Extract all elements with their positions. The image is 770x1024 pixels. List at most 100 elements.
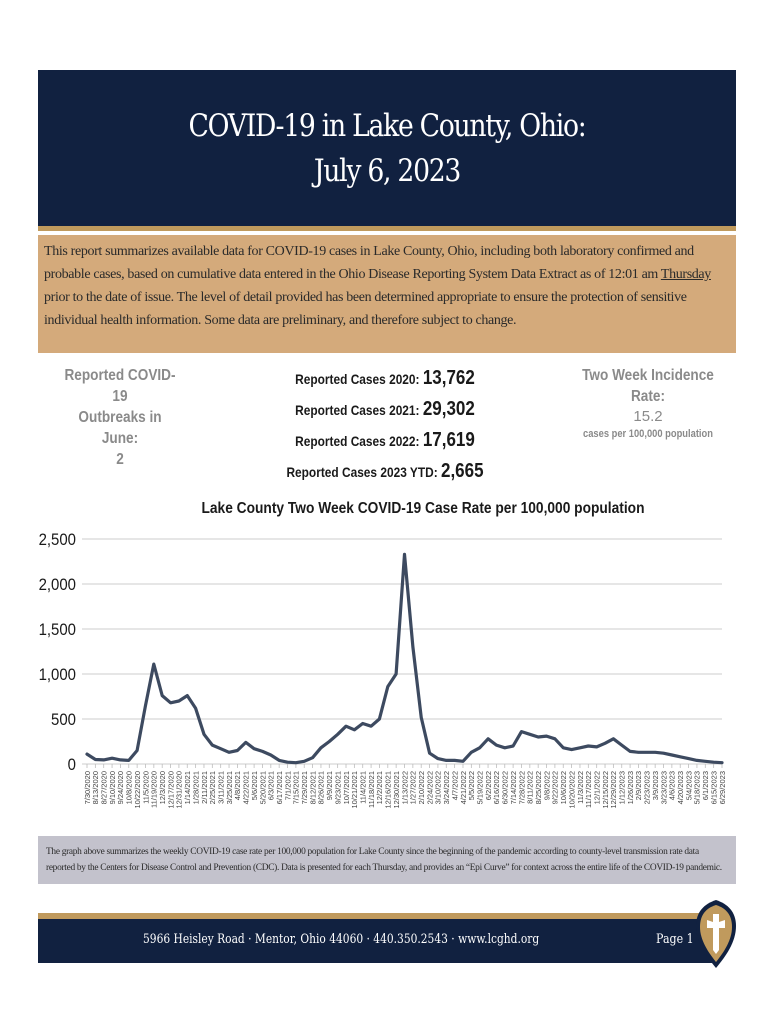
data-point bbox=[562, 746, 565, 749]
x-tick-label: 9/22/2022 bbox=[551, 771, 560, 804]
cases-label: Reported Cases 2020: bbox=[295, 371, 423, 387]
x-tick-label: 3/24/2022 bbox=[442, 771, 451, 804]
outbreaks-label: Reported COVID-19 bbox=[64, 367, 176, 405]
data-point bbox=[679, 755, 682, 758]
x-tick-label: 8/27/2020 bbox=[100, 771, 109, 804]
x-tick-label: 6/17/2021 bbox=[275, 771, 284, 804]
cases-label: Reported Cases 2021: bbox=[295, 402, 423, 418]
x-tick-label: 2/24/2022 bbox=[425, 771, 434, 804]
cases-value: 17,619 bbox=[422, 429, 475, 451]
data-point bbox=[386, 685, 389, 688]
x-tick-label: 1/27/2022 bbox=[409, 771, 418, 804]
x-tick-label: 8/11/2022 bbox=[526, 771, 535, 804]
x-tick-label: 1/12/2023 bbox=[618, 771, 627, 804]
x-tick-label: 1/26/2023 bbox=[626, 771, 635, 804]
data-point bbox=[545, 734, 548, 738]
x-tick-label: 12/16/2021 bbox=[384, 771, 393, 809]
x-tick-label: 9/24/2020 bbox=[116, 771, 125, 804]
data-point bbox=[160, 694, 164, 697]
x-tick-label: 10/21/2021 bbox=[350, 771, 359, 809]
incidence-value: 15.2 bbox=[633, 408, 663, 425]
x-tick-label: 9/23/2021 bbox=[333, 771, 342, 804]
footer-address: 5966 Heisley Road · Mentor, Ohio 44060 ·… bbox=[143, 932, 540, 947]
x-tick-label: 6/2/2022 bbox=[484, 771, 493, 800]
data-point bbox=[536, 735, 540, 739]
data-point bbox=[645, 751, 649, 754]
data-point bbox=[303, 760, 306, 763]
data-point bbox=[478, 746, 481, 749]
x-tick-label: 10/20/2022 bbox=[567, 771, 576, 809]
x-tick-label: 5/4/2023 bbox=[684, 771, 693, 800]
data-point bbox=[712, 761, 715, 764]
x-tick-label: 11/5/2020 bbox=[141, 771, 150, 804]
data-point bbox=[169, 701, 172, 704]
page-number: Page 1 bbox=[656, 932, 694, 947]
x-tick-label: 2/9/2023 bbox=[634, 771, 643, 800]
cases-value: 29,302 bbox=[422, 398, 475, 420]
data-point bbox=[211, 743, 214, 747]
data-point bbox=[311, 756, 314, 759]
data-point bbox=[219, 747, 222, 750]
x-tick-label: 3/23/2023 bbox=[659, 771, 668, 804]
incidence-unit: cases per 100,000 population bbox=[583, 428, 713, 440]
x-tick-label: 5/6/2021 bbox=[250, 771, 259, 800]
x-tick-label: 8/12/2021 bbox=[308, 771, 317, 804]
x-tick-label: 6/3/2021 bbox=[267, 771, 276, 800]
x-tick-label: 4/22/2021 bbox=[242, 771, 251, 804]
report-header: COVID-19 in Lake County, Ohio: July 6, 2… bbox=[38, 70, 736, 226]
data-point bbox=[420, 716, 423, 719]
data-point bbox=[670, 753, 674, 757]
data-point bbox=[394, 672, 398, 676]
x-tick-label: 10/7/2021 bbox=[342, 771, 351, 804]
x-tick-label: 5/5/2022 bbox=[467, 771, 476, 800]
data-point bbox=[695, 759, 699, 762]
data-point bbox=[127, 759, 130, 762]
data-point bbox=[252, 747, 256, 750]
x-tick-label: 7/1/2021 bbox=[283, 771, 292, 800]
data-point bbox=[244, 741, 247, 744]
x-tick-label: 11/18/2021 bbox=[367, 771, 376, 808]
data-point bbox=[378, 717, 381, 721]
x-tick-label: 3/10/2022 bbox=[434, 771, 443, 804]
data-point bbox=[520, 730, 523, 733]
data-point bbox=[503, 746, 506, 749]
data-point bbox=[637, 751, 640, 754]
data-point bbox=[110, 756, 114, 760]
x-tick-label: 5/18/2023 bbox=[693, 771, 702, 804]
outbreaks-value: 2 bbox=[116, 451, 124, 468]
x-tick-label: 7/28/2022 bbox=[517, 771, 526, 804]
data-point bbox=[186, 694, 189, 697]
intro-underlined-text: Thursday bbox=[660, 267, 711, 282]
x-tick-label: 5/19/2022 bbox=[475, 771, 484, 804]
data-point bbox=[612, 737, 615, 740]
data-point bbox=[369, 725, 373, 728]
x-tick-label: 1/13/2022 bbox=[400, 771, 409, 804]
data-point bbox=[319, 746, 323, 749]
data-point bbox=[495, 743, 498, 747]
data-point bbox=[177, 699, 181, 703]
outbreaks-stat: Reported COVID-19 Outbreaks in June: 2 bbox=[61, 365, 180, 470]
x-tick-label: 10/8/2020 bbox=[125, 771, 134, 804]
x-tick-label: 9/9/2021 bbox=[325, 771, 334, 800]
data-point bbox=[620, 743, 623, 747]
report-title: COVID-19 in Lake County, Ohio: bbox=[188, 108, 587, 144]
cases-2021: Reported Cases 2021: 29,302 bbox=[275, 394, 496, 425]
y-tick-label: 2,000 bbox=[39, 576, 77, 594]
y-tick-label: 0 bbox=[68, 756, 76, 774]
intro-paragraph: This report summarizes available data fo… bbox=[38, 235, 736, 353]
x-tick-label: 11/4/2021 bbox=[359, 771, 368, 804]
data-point bbox=[628, 750, 632, 753]
data-point bbox=[403, 553, 406, 556]
chart-title: Lake County Two Week COVID-19 Case Rate … bbox=[201, 500, 645, 517]
x-tick-label: 8/13/2020 bbox=[91, 771, 100, 804]
data-point bbox=[428, 752, 431, 755]
x-tick-label: 4/7/2022 bbox=[450, 771, 459, 800]
data-point bbox=[511, 744, 515, 748]
case-rate-chart: 0 500 1,000 1,500 2,000 2,500 7/30/2020 8/13/20… bbox=[39, 531, 727, 809]
data-point bbox=[436, 757, 440, 760]
x-tick-label: 2/23/2023 bbox=[643, 771, 652, 804]
data-point bbox=[587, 744, 590, 748]
x-tick-label: 10/22/2020 bbox=[133, 771, 142, 809]
data-point bbox=[277, 759, 281, 762]
x-tick-label: 4/21/2022 bbox=[459, 771, 468, 804]
